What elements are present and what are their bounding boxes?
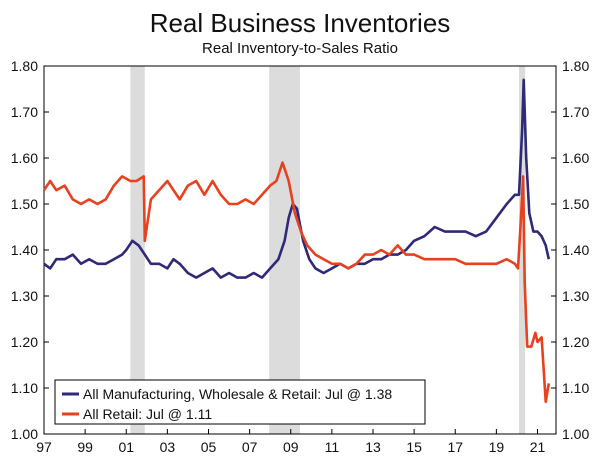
series-line-1: [43, 78, 551, 279]
x-tick-label: 11: [325, 439, 340, 455]
series-line-2: [42, 161, 551, 404]
y-tick-label-right: 1.30: [562, 288, 589, 304]
y-tick-label-right: 1.00: [562, 426, 589, 442]
y-tick-label-left: 1.10: [11, 380, 38, 396]
recession-band: [269, 66, 300, 434]
y-tick-label-left: 1.60: [11, 150, 38, 166]
x-tick-label: 07: [242, 439, 258, 455]
y-tick-label-left: 1.50: [11, 196, 38, 212]
x-tick-label: 05: [201, 439, 217, 455]
recession-band: [518, 66, 526, 434]
y-tick-label-left: 1.20: [11, 334, 38, 350]
y-tick-label-left: 1.00: [11, 426, 38, 442]
x-tick-label: 01: [118, 439, 134, 455]
legend: All Manufacturing, Wholesale & Retail: J…: [54, 379, 426, 425]
y-tick-label-right: 1.70: [562, 104, 589, 120]
recession-band: [130, 66, 145, 434]
legend-box: [54, 379, 426, 425]
y-tick-label-left: 1.70: [11, 104, 38, 120]
y-axis-right: 1.00 1.10 1.20 1.30 1.40 1.50 1.60 1.70 1.80: [551, 58, 589, 442]
y-axis-left: 1.00 1.10 1.20 1.30 1.40 1.50 1.60 1.70 1.80: [11, 58, 49, 442]
x-axis: 97 99 01 03 05 07 09 11 13 15 17 19 21: [36, 429, 545, 455]
y-tick-label-left: 1.30: [11, 288, 38, 304]
x-tick-label: 19: [489, 439, 505, 455]
y-tick-label-left: 1.80: [11, 58, 38, 74]
y-tick-label-right: 1.60: [562, 150, 589, 166]
x-tick-label: 09: [283, 439, 299, 455]
chart-title: Real Business Inventories: [149, 8, 451, 38]
x-tick-label: 03: [160, 439, 176, 455]
y-tick-label-right: 1.10: [562, 380, 589, 396]
y-tick-label-right: 1.50: [562, 196, 589, 212]
y-tick-label-right: 1.20: [562, 334, 589, 350]
y-tick-label-left: 1.40: [11, 242, 38, 258]
y-tick-label-right: 1.40: [562, 242, 589, 258]
x-tick-label: 13: [365, 439, 381, 455]
x-tick-label: 17: [447, 439, 463, 455]
series-lines: [42, 78, 551, 404]
recession-bands: [130, 66, 526, 434]
x-tick-label: 15: [406, 439, 422, 455]
x-tick-label: 99: [77, 439, 93, 455]
legend-label-2: All Retail: Jul @ 1.11: [83, 406, 212, 422]
x-tick-label: 21: [530, 439, 546, 455]
chart-subtitle: Real Inventory-to-Sales Ratio: [202, 40, 398, 57]
x-tick-label: 97: [36, 439, 52, 455]
y-tick-label-right: 1.80: [562, 58, 589, 74]
legend-label-1: All Manufacturing, Wholesale & Retail: J…: [83, 386, 392, 402]
